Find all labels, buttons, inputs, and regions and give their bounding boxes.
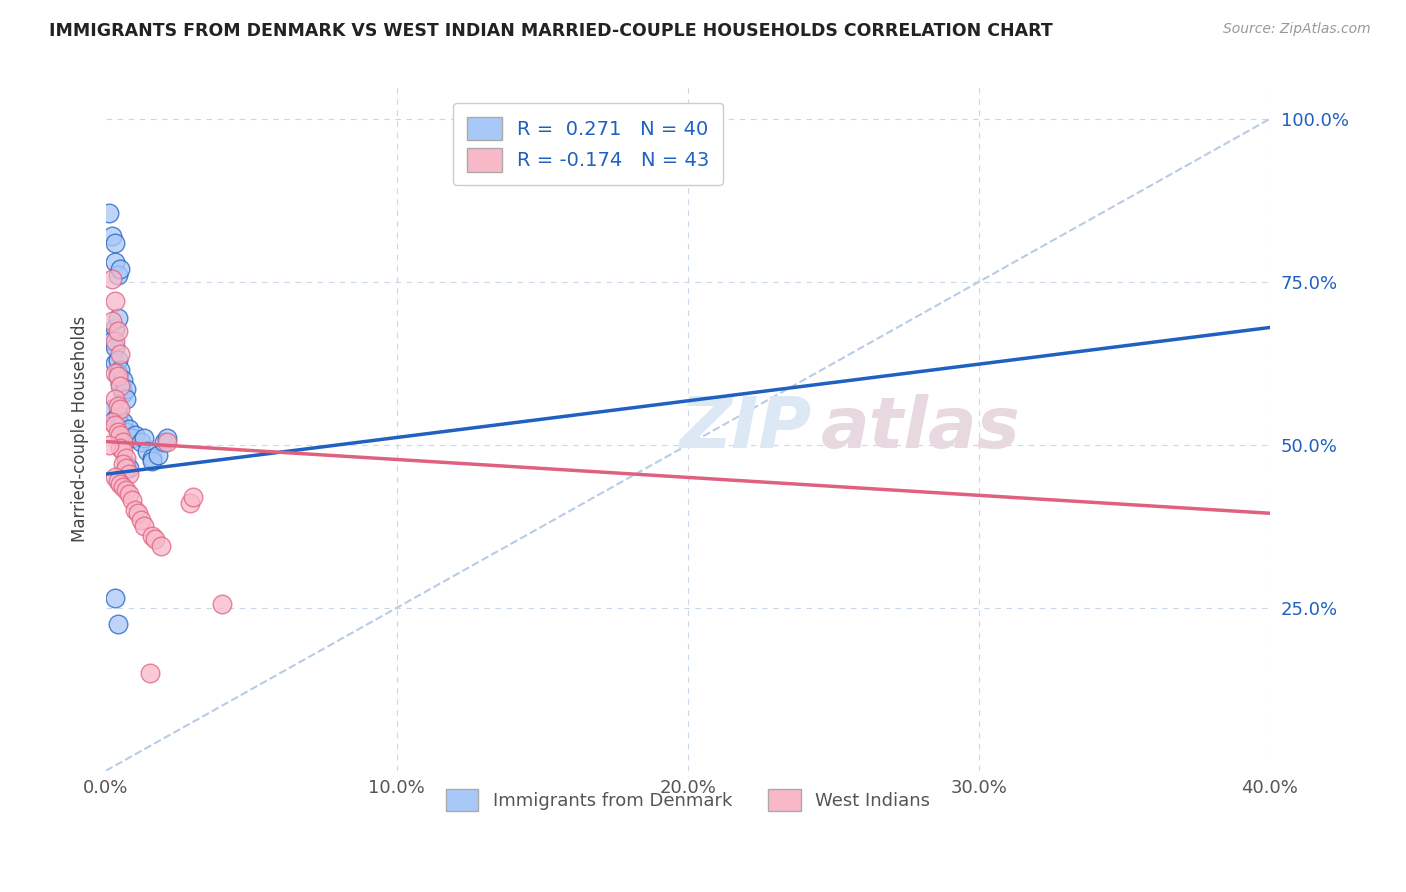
Point [115, 425, 138, 439]
Point [100, 271, 122, 285]
Text: IMMIGRANTS FROM DENMARK VS WEST INDIAN MARRIED-COUPLE HOUSEHOLDS CORRELATION CHA: IMMIGRANTS FROM DENMARK VS WEST INDIAN M… [49, 22, 1053, 40]
Y-axis label: Married-couple Households: Married-couple Households [72, 316, 89, 541]
Point [112, 444, 135, 458]
Point [104, 320, 127, 334]
Point [129, 434, 152, 449]
Point [104, 411, 127, 425]
Point [148, 448, 170, 462]
Point [100, 229, 122, 244]
Point [107, 366, 129, 380]
Point [153, 434, 176, 449]
Point [100, 401, 122, 416]
Point [110, 346, 132, 360]
Point [110, 261, 132, 276]
Point [110, 477, 132, 491]
Point [104, 255, 127, 269]
Point [129, 513, 152, 527]
Point [97, 438, 120, 452]
Point [118, 467, 141, 482]
Point [107, 310, 129, 325]
Point [181, 490, 204, 504]
Point [141, 450, 163, 465]
Point [112, 415, 135, 429]
Point [112, 434, 135, 449]
Point [107, 353, 129, 368]
Point [104, 392, 127, 407]
Point [118, 460, 141, 475]
Point [115, 483, 138, 498]
Point [121, 431, 143, 445]
Point [179, 496, 201, 510]
Point [97, 206, 120, 220]
Point [156, 434, 179, 449]
Text: Source: ZipAtlas.com: Source: ZipAtlas.com [1223, 22, 1371, 37]
Point [107, 617, 129, 632]
Point [112, 385, 135, 400]
Point [141, 529, 163, 543]
Point [118, 486, 141, 500]
Point [104, 340, 127, 354]
Point [150, 539, 173, 553]
Point [124, 428, 146, 442]
Point [115, 392, 138, 407]
Point [107, 268, 129, 283]
Point [115, 450, 138, 465]
Point [104, 366, 127, 380]
Point [127, 506, 149, 520]
Point [104, 418, 127, 433]
Point [110, 401, 132, 416]
Point [104, 470, 127, 484]
Point [141, 454, 163, 468]
Point [100, 334, 122, 348]
Text: atlas: atlas [821, 394, 1021, 463]
Point [132, 519, 155, 533]
Text: ZIP: ZIP [681, 394, 813, 463]
Point [110, 441, 132, 455]
Point [112, 480, 135, 494]
Point [110, 376, 132, 390]
Point [100, 415, 122, 429]
Point [100, 314, 122, 328]
Point [104, 356, 127, 370]
Point [107, 425, 129, 439]
Point [107, 324, 129, 338]
Point [110, 379, 132, 393]
Point [145, 533, 167, 547]
Point [132, 431, 155, 445]
Point [156, 431, 179, 445]
Point [110, 428, 132, 442]
Point [118, 421, 141, 435]
Point [135, 444, 157, 458]
Point [104, 334, 127, 348]
Point [124, 503, 146, 517]
Point [104, 235, 127, 250]
Legend: Immigrants from Denmark, West Indians: Immigrants from Denmark, West Indians [433, 776, 942, 823]
Point [107, 369, 129, 384]
Point [211, 598, 233, 612]
Point [112, 373, 135, 387]
Point [107, 474, 129, 488]
Point [121, 493, 143, 508]
Point [110, 363, 132, 377]
Point [115, 383, 138, 397]
Point [107, 399, 129, 413]
Point [110, 418, 132, 433]
Point [115, 460, 138, 475]
Point [104, 294, 127, 309]
Point [115, 458, 138, 472]
Point [107, 409, 129, 423]
Point [104, 591, 127, 605]
Point [138, 665, 160, 680]
Point [112, 458, 135, 472]
